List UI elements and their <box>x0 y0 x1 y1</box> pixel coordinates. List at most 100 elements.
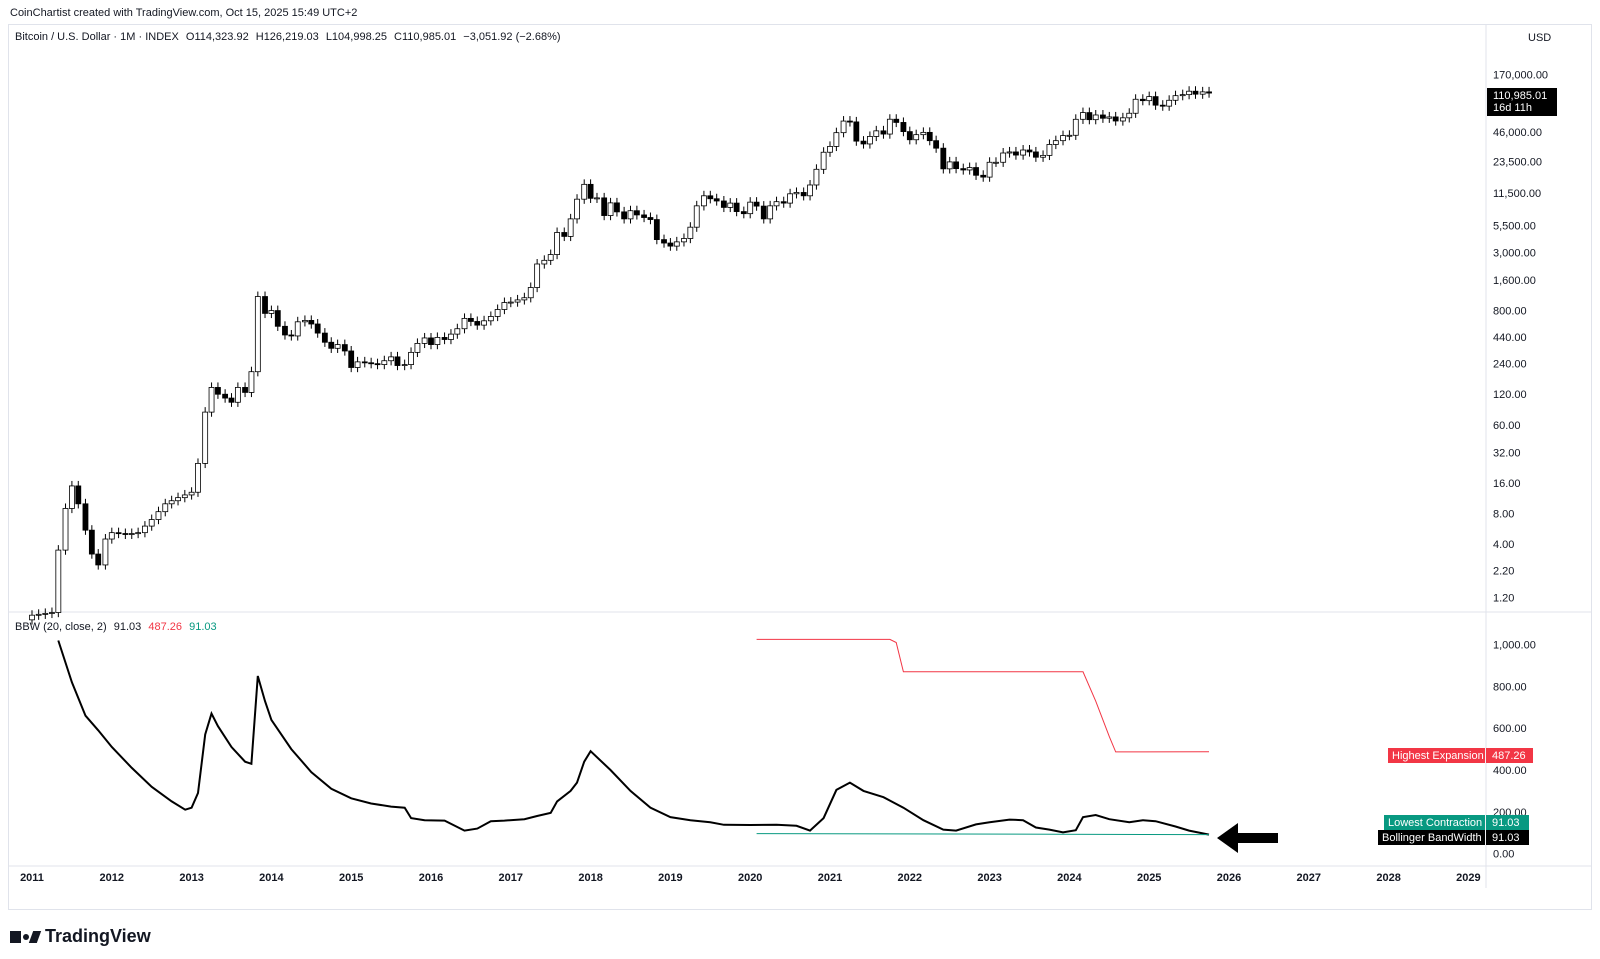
time-tick-label: 2024 <box>1057 872 1082 884</box>
candle-down <box>561 232 568 237</box>
candle-down <box>1026 149 1033 153</box>
tradingview-logo[interactable]: TradingView <box>10 926 151 947</box>
candle-up <box>294 321 301 337</box>
candle-up <box>208 387 215 413</box>
candle-up <box>1199 91 1206 95</box>
candle-up <box>1006 151 1013 154</box>
bbw-tick-label: 600.00 <box>1493 723 1527 735</box>
time-tick-label: 2011 <box>20 872 44 884</box>
candle-up <box>202 411 209 464</box>
candle-down <box>740 211 747 215</box>
candle-up <box>820 151 827 170</box>
price-axis: 170,000.00 46,000.00 23,500.00 11,500.00 5,5… <box>1493 69 1548 604</box>
price-tick-label: 11,500.00 <box>1493 188 1541 200</box>
candle-up <box>1166 99 1173 107</box>
candle-up <box>102 538 109 566</box>
chart-credit: CoinChartist created with TradingView.co… <box>10 7 358 19</box>
candle-down <box>1112 116 1119 122</box>
candle-down <box>308 320 315 325</box>
candle-down <box>374 363 381 366</box>
candle-up <box>1119 117 1126 122</box>
candle-down <box>441 337 448 340</box>
candle-up <box>388 356 395 362</box>
change-value: −3,051.92 (−2.68%) <box>463 31 561 43</box>
candle-up <box>946 161 953 170</box>
price-tick-label: 23,500.00 <box>1493 157 1542 169</box>
low-value: L104,998.25 <box>325 31 387 43</box>
price-tick-label: 1,600.00 <box>1493 275 1536 287</box>
time-tick-label: 2027 <box>1297 872 1321 884</box>
candle-up <box>867 136 873 145</box>
candle-down <box>428 337 434 345</box>
indicator-value: 91.03 <box>113 621 142 633</box>
candle-up <box>793 192 800 195</box>
time-tick-label: 2020 <box>738 872 762 884</box>
candle-up <box>434 337 441 345</box>
candle-up <box>1046 144 1053 156</box>
bbw-tick-label: 1,000.00 <box>1493 640 1536 652</box>
price-tag[interactable]: 110,985.01 16d 11h <box>1487 88 1557 116</box>
indicator-legend[interactable]: BBW (20, close, 2) 91.03 487.26 91.03 <box>15 621 221 633</box>
candle-down <box>860 140 867 145</box>
lowest-value: 91.03 <box>1492 817 1520 829</box>
lowest-label: Lowest Contraction <box>1388 817 1482 829</box>
lowest-contraction-tag[interactable]: Lowest Contraction 91.03 <box>1384 815 1529 830</box>
candle-up <box>448 333 454 340</box>
candle-down <box>467 317 474 322</box>
candle-down <box>614 202 620 213</box>
candle-up <box>408 351 414 365</box>
time-tick-label: 2021 <box>818 872 842 884</box>
candle-down <box>282 325 288 336</box>
main-legend[interactable]: Bitcoin / U.S. Dollar · 1M · INDEX O114,… <box>15 31 565 43</box>
candle-down <box>1139 98 1146 102</box>
high-value: H126,219.03 <box>255 31 319 43</box>
candle-up <box>1066 134 1073 137</box>
candle-up <box>1000 152 1007 163</box>
candle-up <box>162 503 169 513</box>
candle-up <box>195 463 201 493</box>
bbw-line-bbw <box>57 640 1210 836</box>
candle-down <box>262 296 268 314</box>
candle-down <box>215 387 221 395</box>
price-tick-label: 16.00 <box>1493 478 1521 490</box>
candle-up <box>461 317 468 330</box>
price-tick-label: 8.00 <box>1493 509 1514 521</box>
time-tick-label: 2018 <box>578 872 602 884</box>
candle-up <box>454 328 461 335</box>
candle-up <box>627 210 634 220</box>
close-value: C110,985.01 <box>394 31 457 43</box>
highest-label-box <box>1388 748 1485 763</box>
candle-up <box>1080 112 1086 120</box>
candle-down <box>82 503 89 531</box>
candle-down <box>321 332 328 343</box>
price-tick-label: 800.00 <box>1493 306 1527 318</box>
candle-down <box>980 174 987 178</box>
highest-expansion-tag[interactable]: Highest Expansion 487.26 <box>1388 748 1533 763</box>
candles <box>29 86 1212 625</box>
candle-down <box>880 130 887 135</box>
time-tick-label: 2023 <box>977 872 1001 884</box>
candle-up <box>248 371 255 393</box>
candle-down <box>1192 90 1199 95</box>
candle-down <box>341 344 348 352</box>
candle-up <box>494 309 501 317</box>
candle-up <box>181 494 188 499</box>
currency-label[interactable]: USD <box>1528 32 1552 44</box>
candle-down <box>621 211 628 220</box>
bbw-current-tag[interactable]: Bollinger BandWidth 91.03 <box>1378 830 1529 845</box>
candle-down <box>853 121 860 142</box>
candle-up <box>42 613 49 615</box>
time-tick-label: 2012 <box>100 872 124 884</box>
candle-down <box>394 356 401 366</box>
candle-up <box>1092 114 1099 121</box>
candle-up <box>354 361 361 368</box>
candle-up <box>574 198 580 220</box>
price-tick-label: 32.00 <box>1493 448 1521 460</box>
candle-up <box>1020 149 1027 156</box>
price-tick-label: 170,000.00 <box>1493 69 1548 81</box>
candle-up <box>168 500 175 505</box>
symbol-label: Bitcoin / U.S. Dollar · 1M · INDEX <box>15 31 179 43</box>
candle-down <box>720 200 727 208</box>
